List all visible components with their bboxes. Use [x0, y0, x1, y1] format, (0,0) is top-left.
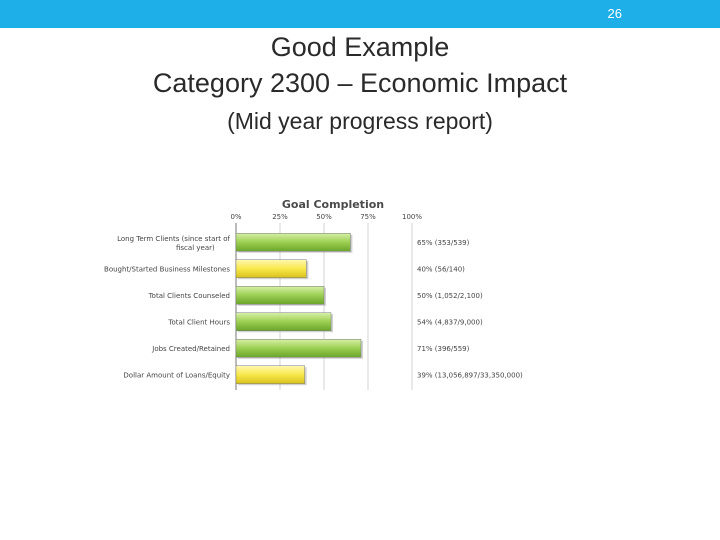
bar: [235, 365, 305, 384]
top-accent-bar: 26: [0, 0, 720, 28]
slide-title-line2: Category 2300 – Economic Impact: [152, 68, 568, 98]
category-label: Dollar Amount of Loans/Equity: [123, 371, 230, 379]
value-label: 39% (13,056,897/33,350,000): [417, 371, 523, 379]
category-label: Bought/Started Business Milestones: [104, 265, 230, 273]
x-tick-label: 75%: [360, 213, 376, 221]
value-label: 54% (4,837/9,000): [417, 318, 483, 326]
value-label: 65% (353/539): [417, 239, 470, 247]
page-number: 26: [607, 6, 622, 21]
category-label: Total Client Hours: [167, 318, 230, 326]
bar: [235, 259, 307, 278]
category-label: fiscal year): [176, 244, 215, 252]
category-label: Jobs Created/Retained: [151, 345, 230, 353]
value-label: 71% (396/559): [417, 345, 470, 353]
value-label: 50% (1,052/2,100): [417, 292, 483, 300]
chart-title: Goal Completion: [282, 198, 384, 211]
x-tick-label: 0%: [230, 213, 241, 221]
slide-title-line1: Good Example: [270, 32, 450, 62]
x-tick-label: 100%: [402, 213, 422, 221]
slide-subtitle: (Mid year progress report): [227, 108, 493, 134]
bar: [235, 339, 362, 358]
value-label: 40% (56/140): [417, 265, 465, 273]
bar: [235, 286, 325, 305]
goal-completion-chart: Goal Completion 0% 25% 50% 75% 100% Long Term…: [104, 198, 523, 390]
x-tick-label: 50%: [316, 213, 332, 221]
bar: [235, 233, 351, 252]
x-tick-label: 25%: [272, 213, 288, 221]
bar: [235, 312, 332, 331]
category-label: Long Term Clients (since start of: [117, 235, 230, 243]
category-label: Total Clients Counseled: [148, 292, 230, 300]
